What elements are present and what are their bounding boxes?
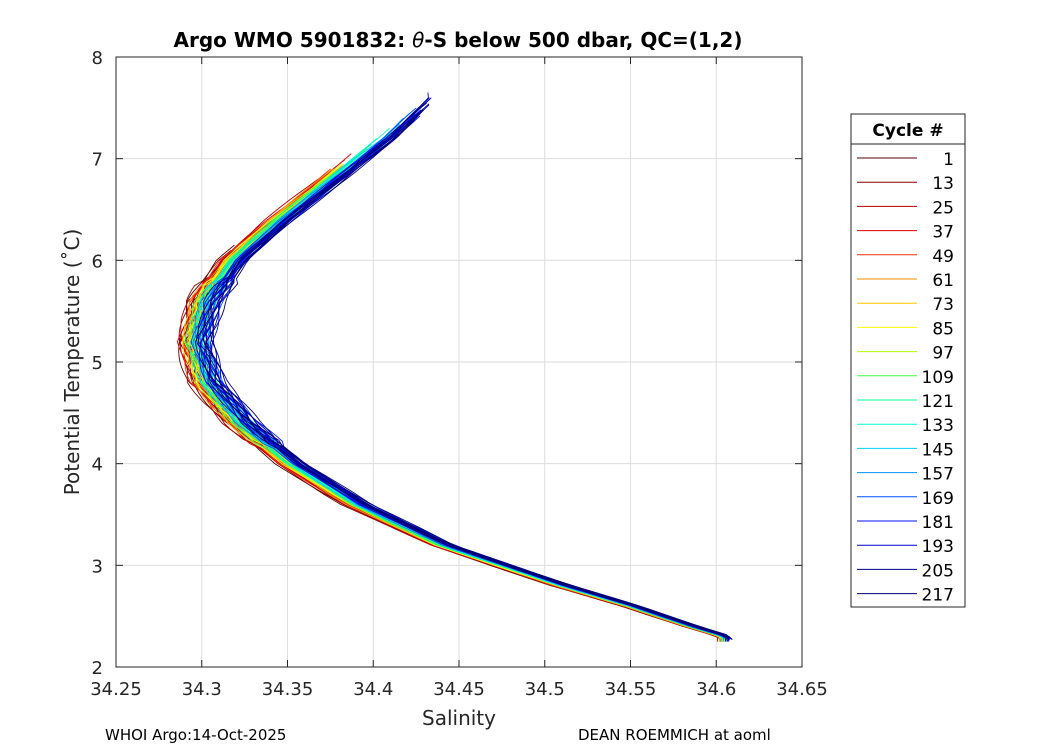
x-tick-label: 34.45: [433, 679, 485, 700]
series-line-217: [202, 114, 729, 639]
x-tick-label: 34.65: [776, 679, 828, 700]
title-suffix: -S below 500 dbar, QC=(1,2): [424, 28, 742, 52]
x-tick-label: 34.4: [353, 679, 393, 700]
legend-label-25: 25: [932, 198, 954, 218]
legend-label-109: 109: [922, 368, 954, 388]
legend: Cycle # 1 13 25 37 49 61 73 85 97 109 121 133 145 157…: [850, 113, 966, 608]
x-tick-label: 34.3: [182, 679, 222, 700]
legend-label-181: 181: [922, 513, 954, 533]
x-tick-labels: 34.25 34.3 34.35 34.4 34.45 34.5 34.55 34.6 34.6…: [90, 679, 828, 700]
curves: [176, 92, 733, 642]
legend-label-121: 121: [922, 392, 954, 412]
footer-left: WHOI Argo:14-Oct-2025: [105, 726, 287, 744]
x-axis-label: Salinity: [422, 706, 496, 730]
legend-label-217: 217: [922, 586, 954, 606]
x-tick-label: 34.5: [525, 679, 565, 700]
legend-label-133: 133: [922, 416, 954, 436]
legend-label-1: 1: [943, 150, 954, 170]
x-tick-label: 34.6: [696, 679, 736, 700]
y-tick-label: 8: [92, 48, 103, 69]
legend-entries: 1 13 25 37 49 61 73 85 97 109 121 133 145 157 169 181 19…: [857, 150, 954, 606]
legend-label-157: 157: [922, 465, 954, 485]
footer-right: DEAN ROEMMICH at aoml: [578, 726, 771, 744]
legend-label-49: 49: [932, 247, 954, 267]
legend-label-85: 85: [932, 319, 954, 339]
chart-title: Argo WMO 5901832: θ-S below 500 dbar, QC…: [174, 28, 743, 52]
y-tick-label: 5: [92, 353, 103, 374]
x-tick-label: 34.35: [262, 679, 314, 700]
y-tick-label: 2: [92, 658, 103, 679]
y-tick-label: 4: [92, 455, 103, 476]
title-prefix: Argo WMO 5901832:: [174, 28, 413, 52]
x-tick-label: 34.25: [90, 679, 142, 700]
legend-label-37: 37: [932, 223, 954, 243]
title-theta: θ: [412, 28, 424, 52]
y-tick-label: 7: [92, 150, 103, 171]
y-tick-labels: 2 3 4 5 6 7 8: [92, 48, 103, 679]
axis-ticks: [115, 56, 803, 668]
legend-label-169: 169: [922, 489, 954, 509]
legend-label-73: 73: [932, 295, 954, 315]
x-tick-label: 34.55: [605, 679, 657, 700]
legend-label-145: 145: [922, 440, 954, 460]
y-axis-label: Potential Temperature (˚C): [60, 229, 84, 496]
series-line-217: [205, 120, 733, 640]
grid-lines: [116, 57, 802, 667]
y-tick-label: 3: [92, 556, 103, 577]
legend-label-13: 13: [932, 174, 954, 194]
legend-title: Cycle #: [872, 121, 943, 141]
legend-label-205: 205: [922, 561, 954, 581]
legend-label-97: 97: [932, 344, 954, 364]
legend-label-193: 193: [922, 537, 954, 557]
legend-title-box: [850, 113, 966, 145]
y-tick-label: 6: [92, 251, 103, 272]
legend-label-61: 61: [932, 271, 954, 291]
